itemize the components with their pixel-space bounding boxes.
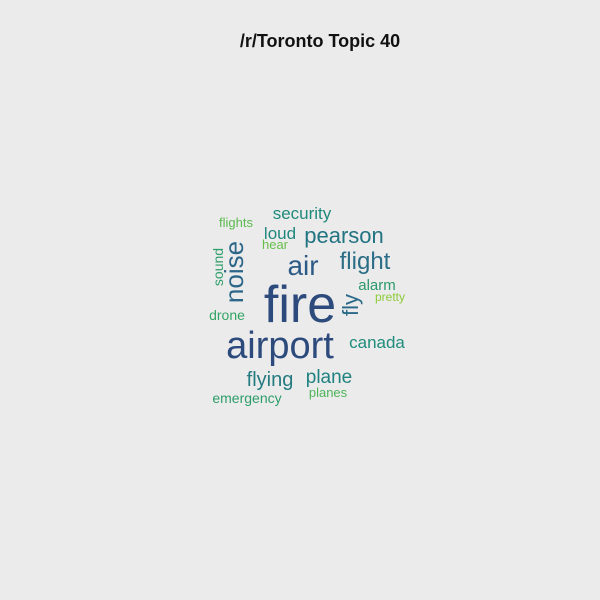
word-alarm: alarm — [358, 277, 396, 294]
word-hear: hear — [262, 237, 289, 252]
word-sound: sound — [210, 248, 226, 286]
chart-title: /r/Toronto Topic 40 — [239, 31, 401, 51]
word-noise: noise — [219, 241, 249, 303]
word-planes: planes — [309, 385, 348, 400]
word-flights: flights — [219, 215, 253, 230]
word-drone: drone — [209, 307, 245, 323]
word-canada: canada — [349, 333, 405, 352]
word-fire: fire — [264, 276, 336, 334]
word-loud: loud — [264, 224, 296, 243]
word-air: air — [287, 250, 318, 281]
word-flight: flight — [340, 248, 391, 275]
word-plane: plane — [306, 367, 353, 388]
word-fly: fly — [338, 294, 363, 316]
word-emergency: emergency — [212, 390, 281, 406]
word-airport: airport — [226, 325, 334, 367]
word-flying: flying — [247, 369, 294, 391]
word-security: security — [273, 204, 332, 223]
word-pretty: pretty — [375, 290, 405, 304]
word-pearson: pearson — [304, 223, 384, 248]
